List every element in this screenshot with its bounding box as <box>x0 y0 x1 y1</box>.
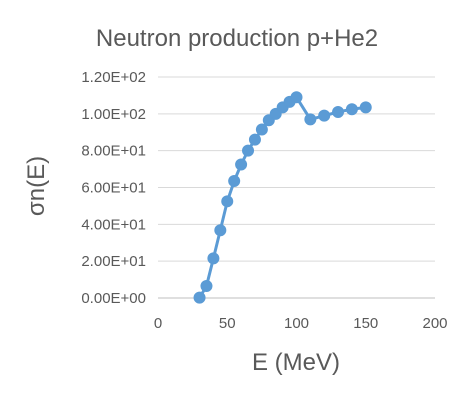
y-tick-label: 8.00E+01 <box>81 143 146 160</box>
data-point <box>207 252 220 265</box>
x-tick-label: 50 <box>219 315 236 332</box>
data-point <box>235 158 248 171</box>
data-point <box>359 101 372 114</box>
grid-layer <box>158 76 435 262</box>
series-layer <box>193 91 372 304</box>
y-tick-labels: 0.00E+00 2.00E+01 4.00E+01 6.00E+01 8.00E+01… <box>81 69 146 307</box>
data-point <box>193 291 206 304</box>
x-tick-label: 0 <box>154 315 162 332</box>
data-point <box>242 144 255 157</box>
data-point <box>228 175 241 188</box>
y-tick-label: 1.20E+02 <box>81 69 146 86</box>
data-point <box>255 123 268 136</box>
data-point <box>214 224 227 237</box>
data-point <box>290 91 303 104</box>
y-tick-label: 2.00E+01 <box>81 253 146 270</box>
data-point <box>332 105 345 118</box>
data-point <box>200 280 213 293</box>
x-tick-label: 150 <box>353 315 378 332</box>
y-axis-title: σn(E) <box>23 156 50 216</box>
x-tick-labels: 0 50 100 150 200 <box>154 315 448 332</box>
x-tick-label: 100 <box>284 315 309 332</box>
x-tick-label: 200 <box>422 315 447 332</box>
data-point <box>304 113 317 126</box>
y-tick-label: 0.00E+00 <box>81 290 146 307</box>
data-point <box>345 103 358 116</box>
chart-title: Neutron production p+He2 <box>96 25 378 52</box>
data-point <box>248 133 261 146</box>
data-point <box>318 109 331 122</box>
data-point <box>221 195 234 208</box>
x-axis-title: E (MeV) <box>252 349 340 376</box>
y-tick-label: 6.00E+01 <box>81 180 146 197</box>
y-tick-label: 1.00E+02 <box>81 106 146 123</box>
y-tick-label: 4.00E+01 <box>81 216 146 233</box>
